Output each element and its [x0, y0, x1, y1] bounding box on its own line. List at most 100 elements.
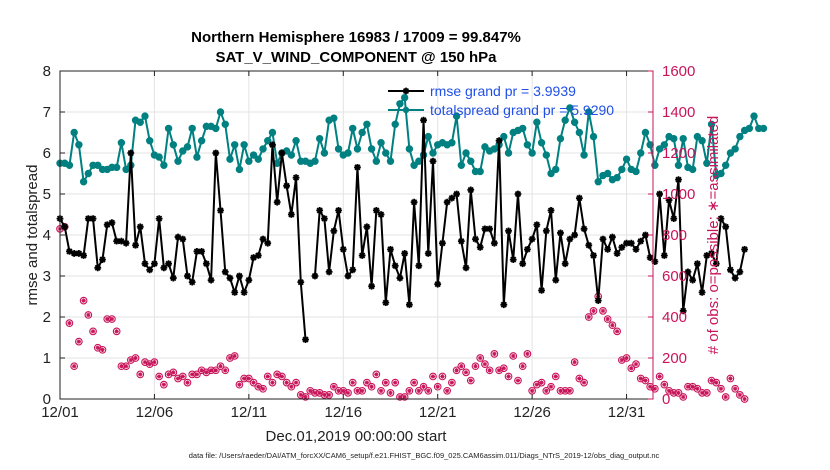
obs-point-marker	[402, 394, 407, 400]
rmse-point	[316, 207, 324, 214]
obs-point-marker	[355, 388, 360, 393]
spread-point	[386, 157, 395, 165]
spread-point	[188, 124, 196, 133]
spread-point	[249, 151, 258, 159]
obs-point	[164, 370, 173, 379]
rmse-point	[490, 239, 498, 247]
spread-point	[448, 139, 456, 147]
rmse-point	[89, 215, 97, 222]
spread-point	[641, 128, 650, 137]
obs-point	[523, 350, 532, 358]
rmse-point	[80, 252, 88, 259]
obs-point-marker	[534, 382, 540, 387]
obs-point-marker	[728, 376, 733, 381]
rmse-point	[127, 149, 135, 157]
obs-point-marker	[284, 380, 289, 385]
obs-point	[490, 350, 499, 358]
obs-point-marker	[119, 364, 124, 369]
obs-point	[410, 378, 418, 387]
spread-point	[707, 120, 716, 129]
obs-point	[273, 370, 282, 379]
obs-point	[268, 378, 277, 387]
obs-point-marker	[388, 390, 393, 396]
spread-point	[254, 155, 262, 163]
rmse-point	[217, 207, 224, 214]
obs-point-marker	[232, 353, 237, 359]
rmse-point	[542, 227, 550, 235]
obs-point-marker	[213, 368, 219, 373]
spread-point	[358, 128, 366, 137]
legend: rmse grand pr = 3.9939 totalspread grand …	[388, 83, 614, 118]
obs-point-marker	[581, 380, 587, 385]
obs-point	[485, 366, 494, 375]
rmse-point	[387, 245, 394, 253]
obs-point	[292, 378, 300, 387]
obs-point-marker	[737, 392, 743, 398]
obs-point	[155, 372, 163, 381]
rmse-point	[132, 241, 139, 249]
rmse-point	[594, 297, 602, 304]
obs-point-marker	[185, 380, 190, 385]
rmse-point	[722, 223, 730, 231]
spread-point	[646, 141, 654, 149]
obs-point	[457, 362, 466, 371]
rmse-point	[599, 235, 607, 243]
obs-point	[617, 356, 626, 364]
obs-point	[674, 389, 683, 397]
obs-point-marker	[208, 368, 214, 373]
obs-point-marker	[336, 388, 341, 393]
obs-point-marker	[718, 386, 724, 391]
rmse-point	[136, 223, 144, 231]
rmse-point	[703, 252, 711, 259]
rmse-point	[302, 336, 309, 343]
spread-point	[415, 157, 423, 165]
spread-point	[245, 157, 253, 165]
obs-point	[627, 364, 636, 373]
obs-point	[315, 389, 324, 397]
obs-point	[608, 321, 617, 330]
y-tick-label: 7	[43, 104, 51, 121]
spread-point	[372, 157, 381, 165]
obs-point	[178, 372, 187, 381]
rmse-point	[467, 186, 475, 194]
obs-point-marker	[544, 388, 549, 393]
spread-point	[315, 134, 324, 143]
rmse-point	[174, 233, 182, 241]
obs-point	[344, 389, 352, 397]
rmse-point	[741, 245, 748, 253]
rmse-point	[344, 272, 352, 280]
obs-point-marker	[142, 359, 148, 365]
rmse-point	[533, 221, 541, 229]
obs-point	[287, 382, 296, 391]
obs-point	[603, 315, 612, 323]
obs-point	[377, 386, 385, 395]
data-file-footer: data file: /Users/raeder/DAI/ATM_forcXX/…	[189, 451, 660, 460]
obs-point	[726, 374, 735, 383]
rmse-point	[75, 250, 83, 257]
rmse-point	[240, 289, 248, 296]
obs-point-marker	[681, 394, 686, 400]
obs-point-marker	[86, 312, 91, 318]
obs-point-marker	[496, 368, 502, 373]
spread-point	[405, 145, 414, 153]
spread-point	[637, 149, 645, 157]
rmse-point	[472, 235, 479, 243]
spread-point	[141, 112, 149, 120]
obs-point	[537, 378, 546, 387]
rmse-point	[391, 262, 399, 270]
rmse-point	[250, 254, 257, 261]
spread-point	[518, 124, 527, 133]
rmse-point	[693, 260, 701, 268]
obs-point	[79, 296, 88, 305]
obs-point	[296, 391, 305, 399]
rmse-point	[670, 215, 678, 222]
obs-point-marker	[548, 384, 554, 389]
rmse-point	[618, 243, 626, 251]
obs-point-marker	[699, 390, 705, 396]
y2-tick-label: 0	[662, 391, 670, 408]
rmse-point	[254, 252, 262, 259]
obs-point	[504, 372, 513, 381]
spread-point	[504, 149, 513, 157]
rmse-point	[84, 215, 92, 222]
rmse-point	[571, 231, 579, 239]
